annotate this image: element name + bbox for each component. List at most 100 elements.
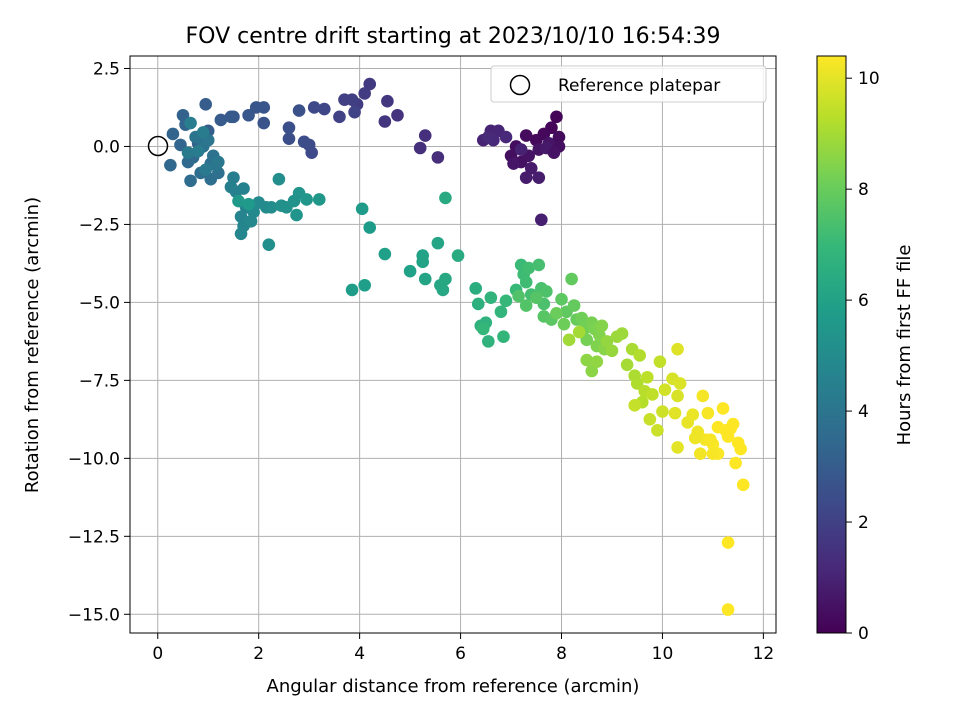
scatter-point (391, 108, 404, 122)
scatter-point (693, 447, 707, 460)
scatter-point (403, 264, 417, 278)
scatter-point (257, 116, 271, 130)
scatter-point (181, 146, 195, 159)
scatter-point (532, 258, 546, 272)
scatter-point (199, 98, 213, 111)
x-tick-label: 6 (455, 644, 466, 664)
x-axis-label: Angular distance from reference (arcmin) (267, 676, 640, 697)
scatter-point (439, 272, 452, 286)
scatter-point (482, 130, 495, 144)
y-axis-label: Rotation from reference (arcmin) (22, 197, 43, 493)
scatter-point (716, 402, 730, 415)
y-tick-label: −15.0 (68, 605, 120, 625)
y-tick-label: 2.5 (93, 59, 120, 79)
scatter-point (338, 93, 351, 106)
scatter-point (418, 272, 432, 286)
scatter-point (557, 317, 571, 331)
scatter-point (174, 138, 187, 152)
colorbar (816, 55, 847, 634)
scatter-point (585, 364, 599, 378)
scatter-point (355, 202, 369, 216)
scatter-point (363, 77, 377, 91)
scatter-point (540, 285, 553, 298)
scatter-point (615, 327, 629, 340)
scatter-point (191, 144, 205, 158)
scatter-point (431, 151, 445, 164)
scatter-point (196, 126, 210, 139)
scatter-point (658, 383, 672, 397)
colorbar-tick-label: 6 (858, 291, 869, 311)
y-tick-label: 0.0 (93, 137, 120, 157)
scatter-point (580, 353, 594, 367)
scatter-point (671, 441, 684, 454)
scatter-point (550, 307, 563, 320)
x-tick-label: 10 (652, 644, 674, 664)
scatter-point (595, 319, 609, 333)
scatter-point (307, 101, 321, 114)
scatter-point (706, 447, 720, 460)
scatter-point (436, 283, 450, 297)
scatter-point (265, 200, 278, 214)
data-points (164, 77, 750, 616)
y-tick-label: −7.5 (79, 371, 120, 391)
scatter-point (451, 249, 465, 262)
colorbar-ticks: 0 2 4 6 8 10 (846, 69, 880, 644)
scatter-point (282, 132, 296, 145)
scatter-point (628, 399, 641, 412)
scatter-point (166, 127, 180, 141)
scatter-point (312, 193, 326, 206)
scatter-point (249, 101, 263, 114)
y-tick-label: −12.5 (68, 527, 120, 547)
scatter-point (378, 247, 392, 261)
scatter-point (729, 456, 742, 470)
scatter-point (297, 135, 311, 149)
scatter-point (358, 87, 371, 100)
y-tick-label: −2.5 (79, 215, 120, 235)
scatter-point (499, 130, 513, 144)
scatter-point (381, 94, 394, 108)
scatter-point (653, 355, 667, 368)
scatter-point (567, 299, 581, 312)
scatter-point (641, 370, 654, 384)
scatter-point (696, 389, 710, 403)
scatter-point (519, 299, 533, 312)
scatter-point (262, 238, 276, 251)
x-tick-label: 0 (152, 644, 163, 664)
scatter-point (482, 335, 495, 348)
scatter-point (494, 305, 508, 319)
scatter-point (555, 292, 568, 306)
scatter-point (522, 261, 536, 275)
scatter-point (704, 433, 717, 446)
colorbar-tick-label: 0 (858, 624, 869, 644)
scatter-point (234, 227, 248, 241)
chart-title: FOV centre drift starting at 2023/10/10 … (186, 24, 721, 49)
scatter-point (290, 208, 303, 222)
scatter-point (497, 330, 510, 344)
grid-lines (130, 56, 776, 633)
legend-marker (509, 74, 531, 96)
x-tick-label: 12 (753, 644, 775, 664)
scatter-point (529, 291, 543, 305)
scatter-point (552, 130, 566, 144)
x-tick-label: 8 (556, 644, 567, 664)
scatter-point (734, 442, 747, 456)
scatter-point (499, 294, 513, 308)
colorbar-label: Hours from first FF file (894, 245, 915, 446)
scatter-point (282, 121, 296, 135)
scatter-point (184, 116, 197, 130)
scatter-point (519, 275, 533, 289)
scatter-point (348, 105, 361, 119)
scatter-point (590, 355, 604, 368)
reference-platepar-marker (147, 135, 169, 157)
scatter-point (535, 213, 548, 227)
scatter-point (605, 344, 619, 358)
scatter-point (476, 322, 490, 336)
scatter-point (575, 311, 588, 325)
scatter-point (232, 194, 245, 208)
scatter-point (643, 413, 657, 426)
scatter-point (671, 389, 684, 403)
scatter-point (272, 172, 286, 186)
scatter-point (416, 255, 430, 269)
scatter-point (242, 197, 255, 211)
scatter-point (413, 141, 427, 155)
